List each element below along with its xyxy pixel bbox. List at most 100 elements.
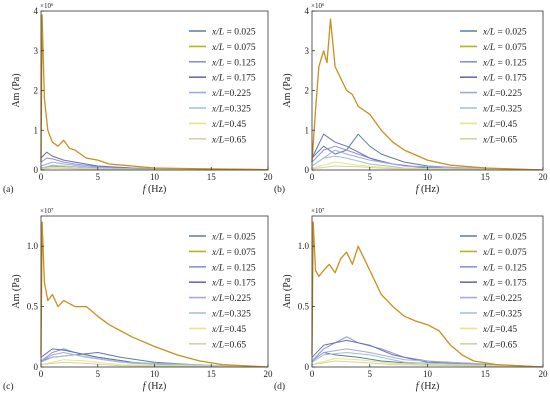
x-axis-label: f (Hz) (416, 184, 440, 195)
legend-label: x/L=0.225 (482, 294, 522, 304)
chart-panel-c: 0 5 10 15 20 0 0.5 1.0 ×10⁷ Am (Pa) f (Hz) (c) x/L =… (3, 207, 273, 392)
legend-label: x/L=0.45 (211, 120, 246, 130)
legend-label: x/L = 0.125 (211, 58, 256, 68)
x-tick-label: 10 (150, 172, 160, 182)
chart-panel-b: 0 5 10 15 20 0 1 2 3 4 ×10⁶ Am (Pa) f (Hz) (b) x/L = 0… (274, 2, 548, 195)
x-tick-label: 15 (481, 172, 491, 182)
y-axis-label: Am (Pa) (11, 73, 22, 107)
y-tick-label: 4 (305, 6, 310, 16)
legend-label: x/L = 0.125 (482, 263, 527, 273)
legend-label: x/L=0.65 (211, 135, 246, 145)
series-line-6 (311, 352, 544, 368)
x-tick-label: 15 (207, 369, 217, 379)
panel-label: (c) (3, 381, 14, 392)
legend-label: x/L=0.325 (482, 310, 522, 320)
y-tick-label: 1.0 (298, 241, 310, 251)
legend-label: x/L=0.225 (211, 89, 251, 99)
x-axis-label: f (Hz) (143, 381, 167, 392)
x-tick-label: 10 (423, 172, 433, 182)
x-tick-label: 15 (481, 369, 491, 379)
legend-label: x/L=0.45 (482, 325, 517, 335)
legend-label: x/L=0.65 (211, 340, 246, 350)
series-line-7 (311, 161, 544, 171)
legend-label: x/L=0.45 (211, 325, 246, 335)
legend-label: x/L = 0.125 (482, 58, 527, 68)
y-tick-label: 1.0 (27, 241, 39, 251)
legend-label: x/L = 0.175 (211, 279, 256, 289)
y-tick-label: 2 (305, 86, 310, 96)
x-tick-label: 0 (310, 369, 315, 379)
x-tick-label: 10 (423, 369, 433, 379)
y-tick-label: 0 (305, 165, 310, 175)
legend-label: x/L=0.325 (211, 310, 251, 320)
y-axis-label: Am (Pa) (282, 73, 293, 107)
x-tick-label: 0 (39, 369, 44, 379)
series-line-2 (40, 221, 269, 368)
x-tick-label: 20 (539, 369, 549, 379)
axis-multiplier: ×10⁷ (40, 207, 54, 215)
series-line-2 (40, 14, 269, 171)
legend-label: x/L=0.65 (482, 340, 517, 350)
legend-label: x/L=0.225 (482, 89, 522, 99)
y-tick-label: 3 (34, 46, 39, 56)
y-tick-label: 0.5 (27, 302, 39, 312)
legend-label: x/L=0.325 (482, 105, 522, 115)
legend-label: x/L = 0.175 (482, 279, 527, 289)
legend-label: x/L=0.325 (211, 105, 251, 115)
y-tick-label: 0 (34, 362, 39, 372)
chart-panel-d: 0 5 10 15 20 0 0.5 1.0 ×10⁷ Am (Pa) f (Hz) (d) x/L =… (274, 207, 548, 392)
y-tick-label: 0.5 (298, 302, 310, 312)
legend-label: x/L = 0.075 (482, 248, 527, 258)
legend-label: x/L = 0.025 (211, 233, 256, 243)
series-line-2 (311, 18, 544, 171)
series-line-7 (311, 358, 544, 368)
series-line-8 (40, 361, 269, 368)
x-tick-label: 0 (39, 172, 44, 182)
y-tick-label: 0 (305, 362, 310, 372)
panel-label: (d) (274, 381, 285, 392)
legend-label: x/L = 0.175 (211, 74, 256, 84)
legend-label: x/L = 0.025 (482, 28, 527, 38)
legend-label: x/L=0.225 (211, 294, 251, 304)
x-tick-label: 0 (310, 172, 315, 182)
legend-label: x/L = 0.075 (211, 248, 256, 258)
series-line-7 (40, 359, 269, 368)
axis-multiplier: ×10⁷ (311, 207, 325, 215)
x-tick-label: 20 (264, 369, 274, 379)
x-tick-label: 5 (96, 172, 101, 182)
legend-label: x/L=0.45 (482, 120, 517, 130)
y-axis-label: Am (Pa) (11, 274, 22, 308)
legend-label: x/L = 0.025 (211, 28, 256, 38)
series-line-2 (311, 221, 544, 368)
y-tick-label: 3 (305, 46, 310, 56)
axis-multiplier: ×10⁶ (40, 2, 54, 10)
series-line-8 (311, 165, 544, 171)
x-tick-label: 20 (539, 172, 549, 182)
legend-label: x/L = 0.125 (211, 263, 256, 273)
panel-label: (b) (274, 184, 285, 195)
panel-label: (a) (3, 184, 14, 195)
y-tick-label: 1 (34, 125, 39, 135)
x-tick-label: 15 (207, 172, 217, 182)
axis-multiplier: ×10⁶ (311, 2, 325, 10)
series-line-8 (311, 360, 544, 368)
y-tick-label: 1 (305, 125, 310, 135)
x-tick-label: 20 (264, 172, 274, 182)
legend-label: x/L = 0.075 (211, 43, 256, 53)
y-tick-label: 0 (34, 165, 39, 175)
x-tick-label: 10 (150, 369, 160, 379)
x-tick-label: 5 (368, 369, 373, 379)
x-tick-label: 5 (96, 369, 101, 379)
x-axis-label: f (Hz) (143, 184, 167, 195)
x-tick-label: 5 (368, 172, 373, 182)
series-line-5 (311, 348, 544, 368)
y-tick-label: 2 (34, 86, 39, 96)
chart-panel-a: 0 5 10 15 20 0 1 2 3 4 ×10⁶ Am (Pa) f (Hz) (a) x/L = 0… (3, 2, 273, 195)
legend-label: x/L = 0.025 (482, 233, 527, 243)
legend-label: x/L = 0.175 (482, 74, 527, 84)
legend-label: x/L = 0.075 (482, 43, 527, 53)
y-axis-label: Am (Pa) (282, 274, 293, 308)
x-axis-label: f (Hz) (416, 381, 440, 392)
y-tick-label: 4 (34, 6, 39, 16)
